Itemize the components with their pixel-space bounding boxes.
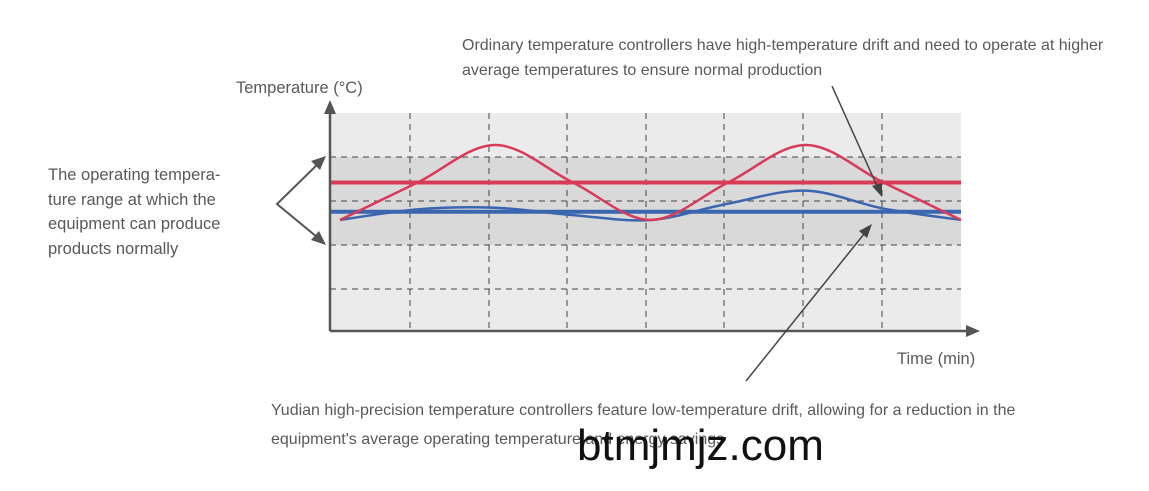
x-axis-label: Time (min) <box>897 350 976 368</box>
operating-range-annotation: The operating tempera- ture range at whi… <box>48 163 268 261</box>
ordinary-controller-annotation: Ordinary temperature controllers have hi… <box>462 37 1104 79</box>
operating-range-line-2: ture range at which the <box>48 190 216 209</box>
range-bracket-arrow-top <box>311 156 326 170</box>
operating-range-line-1: The operating tempera- <box>48 166 221 184</box>
operating-range-line-4: products normally <box>48 239 179 258</box>
ordinary-pointer-arrow <box>872 183 882 197</box>
y-axis-label: Temperature (°C) <box>236 79 363 97</box>
yudian-pointer-arrow <box>859 224 872 238</box>
ordinary-temperature-curve <box>339 143 962 222</box>
yudian-pointer-line <box>745 233 865 382</box>
x-axis-arrow <box>966 325 980 337</box>
operating-range-line-3: equipment can produce <box>48 215 221 233</box>
ordinary-pointer-line <box>831 85 878 187</box>
range-bracket-lines <box>275 158 324 243</box>
range-bracket-arrow-bottom <box>311 231 326 245</box>
yudian-controller-annotation: Yudian high-precision temperature contro… <box>271 402 1016 448</box>
y-axis-arrow <box>324 100 336 114</box>
watermark: btmjmjz.com <box>577 421 824 470</box>
